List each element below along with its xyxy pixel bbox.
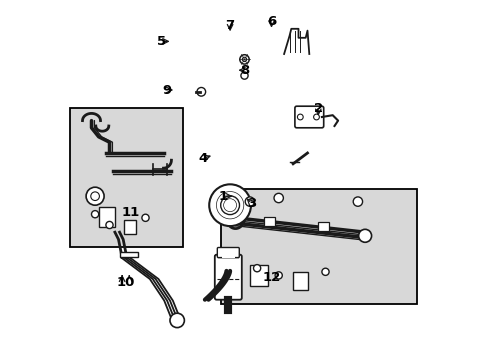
Bar	[222, 256, 234, 258]
Text: 10: 10	[116, 276, 135, 289]
Text: 3: 3	[246, 197, 256, 210]
Circle shape	[275, 272, 282, 279]
FancyBboxPatch shape	[214, 255, 241, 300]
Bar	[99, 207, 115, 227]
Bar	[264, 217, 275, 226]
Text: 8: 8	[240, 64, 248, 77]
Circle shape	[106, 221, 113, 229]
Text: 11: 11	[122, 206, 140, 219]
Bar	[318, 222, 328, 231]
FancyBboxPatch shape	[217, 248, 239, 258]
Bar	[123, 220, 136, 234]
Text: 5: 5	[157, 35, 166, 48]
Circle shape	[242, 57, 246, 62]
Text: 4: 4	[198, 152, 207, 165]
FancyBboxPatch shape	[294, 106, 323, 128]
Bar	[292, 272, 307, 290]
Circle shape	[220, 196, 239, 215]
Circle shape	[352, 197, 362, 206]
Circle shape	[358, 229, 371, 242]
Circle shape	[297, 114, 303, 120]
Text: 6: 6	[266, 15, 276, 28]
Bar	[70, 108, 183, 247]
Circle shape	[241, 72, 247, 79]
Text: 2: 2	[313, 102, 322, 114]
Circle shape	[253, 265, 260, 272]
Bar	[120, 252, 138, 257]
Circle shape	[313, 114, 319, 120]
Circle shape	[209, 184, 250, 226]
Circle shape	[321, 268, 328, 275]
Circle shape	[197, 87, 205, 96]
Bar	[221, 189, 416, 304]
Circle shape	[91, 192, 99, 201]
Text: 1: 1	[218, 190, 227, 203]
Circle shape	[91, 211, 99, 218]
Circle shape	[244, 197, 254, 206]
Text: 9: 9	[162, 84, 171, 96]
Circle shape	[239, 55, 249, 64]
Circle shape	[86, 187, 104, 205]
Circle shape	[170, 313, 184, 328]
Circle shape	[142, 214, 149, 221]
Text: 7: 7	[225, 19, 234, 32]
Text: 12: 12	[262, 271, 280, 284]
Bar	[249, 265, 267, 286]
Circle shape	[273, 193, 283, 203]
